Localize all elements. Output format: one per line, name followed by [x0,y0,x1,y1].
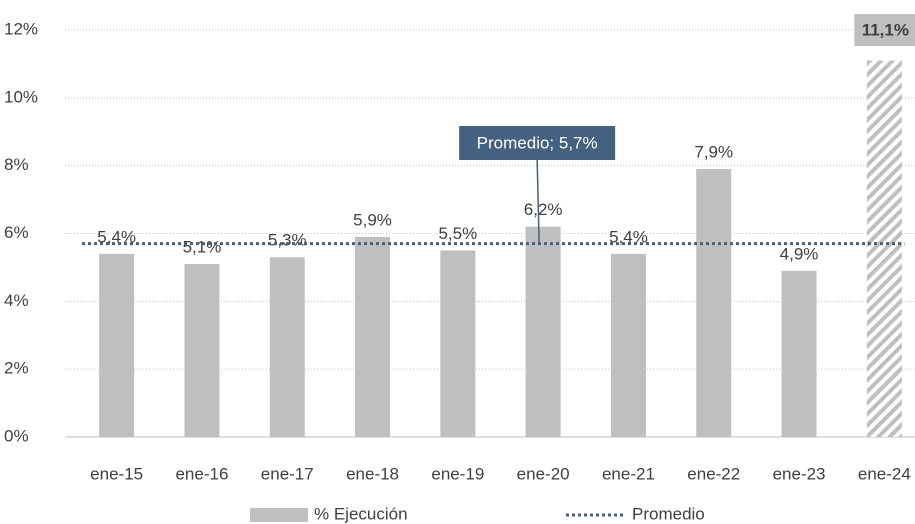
value-label: 5,3% [268,231,307,250]
value-label: 5,9% [353,210,392,229]
value-label-box [854,14,915,46]
y-tick-label: 6% [4,223,29,242]
annotation-text: Promedio; 5,7% [477,133,598,152]
value-label: 6,2% [524,200,563,219]
annotation-leader [536,159,540,244]
value-label: 5,1% [183,238,222,257]
x-tick-label: ene-20 [517,464,570,483]
y-tick-label: 8% [4,155,29,174]
x-tick-label: ene-15 [90,464,143,483]
bar [866,60,902,438]
bar [781,270,817,437]
x-tick-label: ene-21 [602,464,655,483]
x-tick-label: ene-24 [858,464,911,483]
bar [184,264,220,437]
value-label: 7,9% [694,143,733,162]
y-tick-label: 12% [4,19,38,38]
bar [525,226,561,437]
bar [99,253,135,437]
x-tick-label: ene-17 [261,464,314,483]
value-label: 5,4% [97,227,136,246]
annotation-box [459,126,616,160]
y-tick-label: 2% [4,359,29,378]
legend-label: % Ejecución [314,504,408,523]
x-tick-label: ene-16 [175,464,228,483]
y-tick-label: 0% [4,426,29,445]
x-tick-label: ene-18 [346,464,399,483]
value-label: 4,9% [780,244,819,263]
legend-label: Promedio [632,504,705,523]
value-label: 11,1% [862,20,909,39]
bar [355,236,391,437]
x-tick-label: ene-22 [687,464,740,483]
bar [610,253,646,437]
bar [696,169,732,437]
bar [440,250,476,437]
x-tick-label: ene-19 [431,464,484,483]
value-label: 5,5% [438,224,477,243]
legend-swatch [250,508,308,522]
x-tick-label: ene-23 [773,464,826,483]
y-tick-label: 10% [4,87,38,106]
y-tick-label: 4% [4,291,29,310]
bar [269,257,305,437]
value-label: 5,4% [609,227,648,246]
